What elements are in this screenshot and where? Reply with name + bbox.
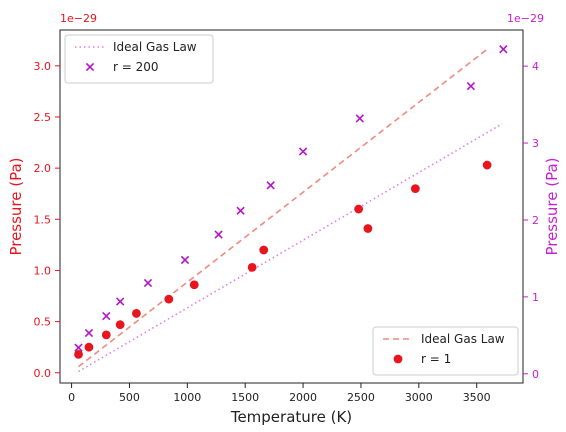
r-1-point-11	[410, 184, 420, 193]
r-200-point-3	[116, 297, 125, 306]
r-1-point-10	[363, 224, 373, 233]
r-200-point-12	[499, 45, 508, 54]
left-tick-label-2-0: 2.0	[34, 162, 52, 175]
plot-area	[59, 29, 524, 384]
x-tick-label-2000: 2000	[289, 391, 317, 404]
left-axis-label: Pressure (Pa)	[7, 157, 25, 255]
r-200-point-2	[102, 311, 111, 321]
r-200-point-7	[236, 206, 245, 215]
right-tick-label-4: 4	[532, 60, 539, 73]
legend-bottom-right-entry-ideal-gas-law: Ideal Gas Law	[421, 332, 505, 346]
left-axis-offset-text: 1e−29	[60, 12, 97, 25]
x-tick-label-1000: 1000	[173, 391, 201, 404]
x-tick-label-2500: 2500	[347, 391, 375, 404]
r-1-point-3	[115, 320, 125, 330]
r-1-point-5	[164, 294, 174, 304]
r-1-point-1	[84, 342, 94, 352]
x-axis-label: Temperature (K)	[230, 408, 352, 426]
r-200-point-4	[143, 278, 153, 288]
left-tick-label-2-5: 2.5	[34, 111, 52, 124]
right-axis-offset-text: 1e−29	[507, 12, 544, 25]
ideal-gas-law-right-line	[78, 123, 503, 373]
right-tick-label-3: 3	[532, 137, 539, 150]
r-1-point-7	[247, 262, 257, 272]
r-1-point-0	[74, 349, 83, 359]
r-200-point-1	[84, 328, 94, 338]
right-tick-label-1: 1	[532, 291, 539, 304]
r-200-point-11	[466, 81, 476, 91]
left-tick-label-0-5: 0.5	[34, 316, 52, 329]
left-tick-label-1-5: 1.5	[34, 213, 52, 226]
legend-top-left-entry-ideal-gas-law: Ideal Gas Law	[113, 40, 197, 54]
legend-top-left-entry-r-200: r = 200	[113, 60, 159, 74]
left-tick-label-0-0: 0.0	[34, 367, 52, 380]
x-tick-label-500: 500	[119, 391, 140, 404]
x-tick-label-0: 0	[68, 391, 75, 404]
r-200-point-9	[298, 147, 308, 156]
legend-circle-marker-swatch	[393, 354, 403, 364]
legend-cross-marker-swatch	[85, 62, 95, 72]
legend-top-left: Ideal Gas Law r = 200	[64, 34, 214, 84]
legend-bottom-right-entry-r-1: r = 1	[421, 352, 451, 366]
x-tick-label-1500: 1500	[231, 391, 259, 404]
r-1-point-9	[354, 204, 364, 214]
legend-bottom-right-frame	[372, 326, 519, 376]
x-tick-label-3500: 3500	[463, 391, 491, 404]
r-1-point-4	[131, 309, 141, 318]
ideal-gas-law-left-line	[78, 47, 489, 368]
x-tick-label-3000: 3000	[405, 391, 433, 404]
right-axis-label: Pressure (Pa)	[543, 157, 561, 255]
r-1-point-12	[482, 160, 492, 170]
r-200-point-5	[180, 255, 190, 265]
r-200-point-8	[266, 181, 275, 190]
right-tick-label-0: 0	[532, 368, 539, 381]
r-200-point-0	[74, 343, 83, 352]
left-tick-label-1-0: 1.0	[34, 264, 52, 277]
r-200-point-10	[355, 114, 364, 123]
left-tick-label-3-0: 3.0	[34, 60, 52, 73]
r-200-point-6	[214, 230, 223, 239]
legend-bottom-right: Ideal Gas Law r = 1	[372, 326, 519, 376]
right-tick-label-2: 2	[532, 214, 539, 227]
r-1-point-6	[189, 280, 199, 290]
r-1-point-8	[259, 245, 269, 255]
r-1-point-2	[101, 330, 111, 340]
